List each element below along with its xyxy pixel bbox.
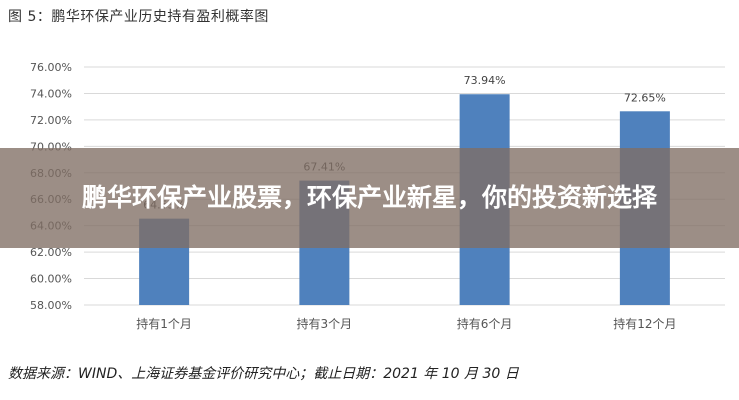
y-tick-label: 76.00% <box>30 61 72 74</box>
banner-headline: 鹏华环保产业股票，环保产业新星，你的投资新选择 <box>81 183 657 212</box>
x-axis-ticks: 持有1个月 持有3个月 持有6个月 持有12个月 <box>136 316 676 331</box>
y-tick-label: 62.00% <box>30 246 72 259</box>
y-tick-label: 72.00% <box>30 114 72 127</box>
chart-title: 图 5：鹏华环保产业历史持有盈利概率图 <box>8 9 269 25</box>
data-label: 73.94% <box>464 74 506 87</box>
x-tick-label: 持有1个月 <box>136 316 192 331</box>
y-tick-label: 58.00% <box>30 299 72 312</box>
source-note: 数据来源：WIND、上海证券基金评价研究中心；截止日期：2021 年 10 月 … <box>8 366 519 382</box>
headline-banner: 鹏华环保产业股票，环保产业新星，你的投资新选择 <box>0 148 739 248</box>
x-tick-label: 持有3个月 <box>297 316 353 331</box>
x-tick-label: 持有12个月 <box>613 316 676 331</box>
data-label: 72.65% <box>624 91 666 104</box>
y-tick-label: 74.00% <box>30 87 72 100</box>
y-tick-label: 60.00% <box>30 273 72 286</box>
x-tick-label: 持有6个月 <box>457 316 513 331</box>
